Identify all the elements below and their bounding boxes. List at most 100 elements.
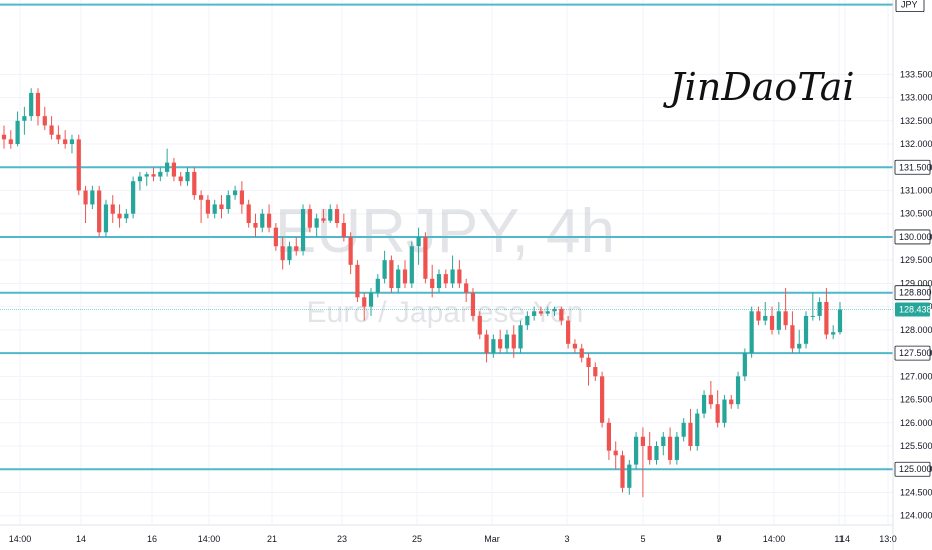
candle[interactable] [192,167,197,200]
candle[interactable] [8,130,13,149]
candle[interactable] [273,223,278,251]
candle[interactable] [715,390,720,428]
candles[interactable] [1,88,843,498]
candle[interactable] [63,130,68,149]
candle[interactable] [613,441,618,470]
candle[interactable] [674,432,679,465]
candle[interactable] [171,157,177,182]
candle[interactable] [661,432,666,456]
candle[interactable] [600,371,605,428]
candle[interactable] [402,260,408,289]
candle[interactable] [749,306,754,358]
candle[interactable] [69,134,75,154]
candle[interactable] [729,394,734,409]
candle[interactable] [409,241,414,289]
candle[interactable] [627,459,632,495]
candle[interactable] [382,250,387,284]
candle[interactable] [124,209,129,224]
candle[interactable] [42,106,47,131]
candle[interactable] [83,185,88,224]
candle[interactable] [504,329,510,354]
candle[interactable] [498,329,503,354]
candle[interactable] [232,185,238,200]
candle[interactable] [525,311,530,330]
candle[interactable] [566,315,571,349]
candle[interactable] [103,199,109,237]
candle[interactable] [790,311,795,354]
candle[interactable] [110,195,115,224]
candle[interactable] [341,213,346,242]
candle[interactable] [538,306,544,316]
candle[interactable] [56,125,61,145]
candle[interactable] [470,288,476,321]
candle[interactable] [137,171,143,191]
candle[interactable] [368,288,374,316]
candle[interactable] [450,255,455,289]
candle[interactable] [355,260,360,302]
candle[interactable] [158,167,163,182]
candle[interactable] [742,348,747,381]
candle[interactable] [831,325,836,340]
candle[interactable] [430,264,435,298]
candle[interactable] [362,292,367,321]
candle[interactable] [586,353,591,386]
candle[interactable] [477,311,482,340]
candle[interactable] [457,260,462,289]
candle[interactable] [117,204,122,228]
candle[interactable] [688,408,693,451]
candle[interactable] [348,232,353,275]
candle[interactable] [287,241,292,265]
candle[interactable] [15,111,20,147]
candle[interactable] [559,306,564,326]
candle[interactable] [518,320,523,354]
candle[interactable] [579,343,584,363]
candle[interactable] [633,432,639,470]
candle[interactable] [219,195,224,219]
candle[interactable] [803,311,809,349]
candle[interactable] [307,204,312,233]
candle[interactable] [769,306,775,335]
candle[interactable] [185,167,190,186]
candle[interactable] [212,199,217,219]
candle[interactable] [280,236,285,270]
candle[interactable] [205,195,211,219]
candle[interactable] [198,190,204,224]
candle[interactable] [817,297,822,321]
candle[interactable] [321,209,326,224]
candle[interactable] [389,255,394,293]
candle[interactable] [22,106,27,135]
candle[interactable] [396,264,401,293]
candle[interactable] [667,427,673,465]
candle[interactable] [260,209,265,233]
candle[interactable] [681,418,686,442]
candle[interactable] [29,88,34,121]
candle[interactable] [532,306,537,321]
candle[interactable] [824,288,829,340]
candle[interactable] [810,292,815,321]
candle[interactable] [375,274,380,298]
candle[interactable] [294,236,299,256]
candle[interactable] [783,288,788,330]
candle[interactable] [416,227,421,265]
candle[interactable] [491,334,496,358]
candle[interactable] [797,329,802,354]
candle[interactable] [35,88,41,126]
candle[interactable] [722,394,727,428]
candle[interactable] [443,269,448,289]
candle[interactable] [246,199,251,228]
candle[interactable] [763,301,768,326]
candle[interactable] [606,418,612,460]
candle[interactable] [756,306,761,326]
candle[interactable] [328,204,333,224]
candle[interactable] [97,185,102,237]
candle[interactable] [334,204,340,228]
candle[interactable] [620,450,625,493]
candle[interactable] [151,167,156,182]
candle[interactable] [545,306,550,316]
candle[interactable] [253,213,258,237]
candle[interactable] [647,432,652,465]
candle[interactable] [90,185,95,210]
candle[interactable] [131,176,136,219]
candle[interactable] [695,408,700,451]
